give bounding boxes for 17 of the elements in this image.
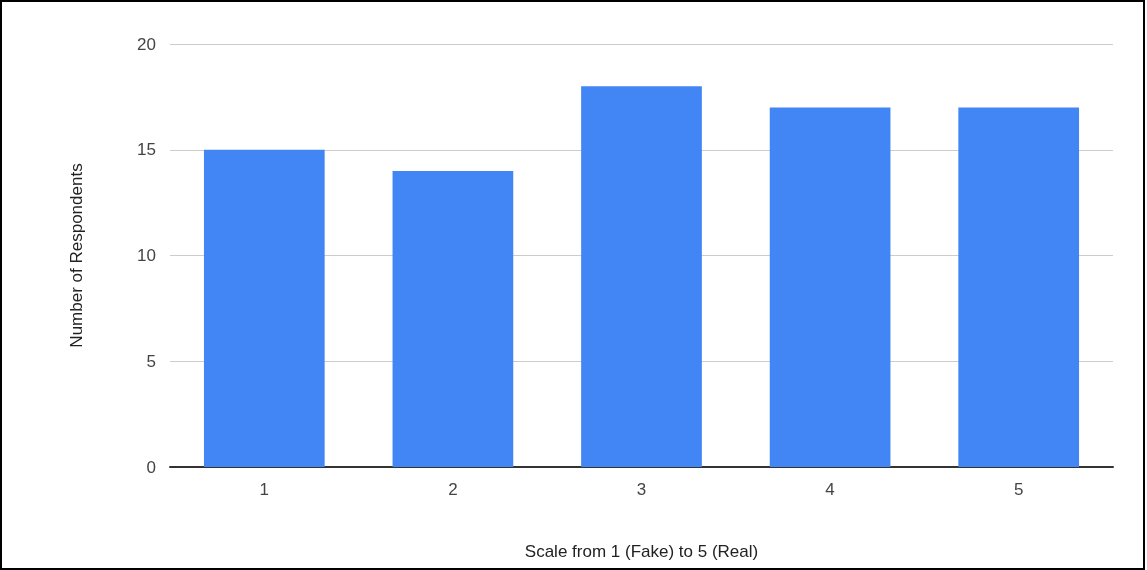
bar (581, 86, 702, 467)
x-tick-label: 3 (636, 480, 647, 499)
x-tick-label: 5 (1013, 480, 1024, 499)
bar (392, 170, 514, 467)
x-axis-title: Scale from 1 (Fake) to 5 (Real) (524, 542, 759, 561)
y-tick-label: 20 (137, 34, 156, 54)
y-tick-label: 15 (137, 140, 156, 160)
bar (769, 107, 891, 467)
bar (958, 107, 1080, 467)
x-tick-label: 4 (825, 480, 835, 499)
y-tick-label: 10 (137, 246, 156, 265)
bar (203, 149, 325, 467)
y-tick-label: 5 (146, 351, 156, 371)
y-axis-title: Number of Respondents (67, 163, 86, 348)
x-tick-label: 1 (259, 480, 270, 499)
x-tick-label: 2 (448, 480, 458, 499)
y-tick-label: 0 (146, 457, 156, 477)
